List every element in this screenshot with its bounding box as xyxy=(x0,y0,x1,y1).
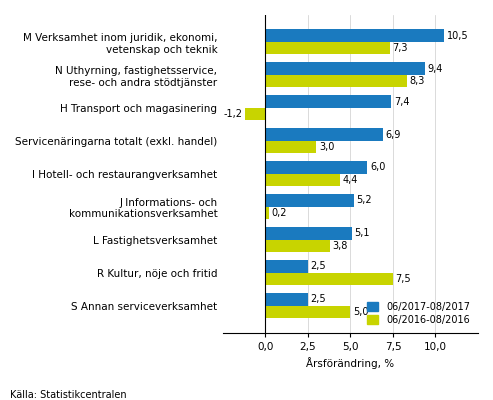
Text: 6,9: 6,9 xyxy=(385,130,401,140)
Bar xyxy=(265,30,444,42)
Text: 2,5: 2,5 xyxy=(311,261,326,271)
Text: 5,1: 5,1 xyxy=(354,228,370,238)
Text: 10,5: 10,5 xyxy=(447,31,468,41)
Bar xyxy=(265,273,393,285)
Text: 5,2: 5,2 xyxy=(356,196,372,206)
Bar xyxy=(265,174,340,186)
Text: 6,0: 6,0 xyxy=(370,162,386,172)
Text: 7,5: 7,5 xyxy=(395,274,411,284)
Bar xyxy=(265,141,317,153)
Text: Källa: Statistikcentralen: Källa: Statistikcentralen xyxy=(10,390,127,400)
Text: 7,4: 7,4 xyxy=(394,96,409,106)
Text: -1,2: -1,2 xyxy=(223,109,243,119)
Text: 0,2: 0,2 xyxy=(271,208,287,218)
Text: 5,0: 5,0 xyxy=(353,307,368,317)
Text: 8,3: 8,3 xyxy=(409,76,424,86)
Text: 7,3: 7,3 xyxy=(392,43,408,53)
Bar xyxy=(265,207,269,219)
Bar xyxy=(245,108,265,120)
Bar xyxy=(265,240,330,252)
Bar xyxy=(265,293,308,306)
Bar xyxy=(265,95,391,108)
Bar xyxy=(265,194,354,207)
Bar xyxy=(265,75,407,88)
Bar xyxy=(265,227,352,240)
Bar xyxy=(265,62,425,75)
Text: 3,0: 3,0 xyxy=(319,142,334,152)
Text: 4,4: 4,4 xyxy=(343,175,358,185)
X-axis label: Årsförändring, %: Årsförändring, % xyxy=(306,357,394,369)
Legend: 06/2017-08/2017, 06/2016-08/2016: 06/2017-08/2017, 06/2016-08/2016 xyxy=(364,299,473,328)
Text: 3,8: 3,8 xyxy=(333,241,348,251)
Text: 2,5: 2,5 xyxy=(311,294,326,304)
Bar xyxy=(265,161,367,174)
Bar xyxy=(265,128,383,141)
Bar xyxy=(265,306,351,318)
Text: 9,4: 9,4 xyxy=(428,64,443,74)
Bar xyxy=(265,260,308,273)
Bar xyxy=(265,42,389,54)
